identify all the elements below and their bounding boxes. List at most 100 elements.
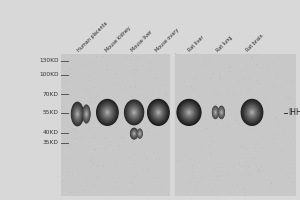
Ellipse shape <box>99 102 116 123</box>
Text: 35KD: 35KD <box>43 140 58 146</box>
Ellipse shape <box>212 107 218 118</box>
Ellipse shape <box>176 99 202 126</box>
Ellipse shape <box>131 129 137 138</box>
Ellipse shape <box>214 110 217 114</box>
Ellipse shape <box>243 102 261 123</box>
Ellipse shape <box>73 105 82 123</box>
Ellipse shape <box>131 109 137 116</box>
Ellipse shape <box>74 108 80 120</box>
Ellipse shape <box>251 112 253 113</box>
Ellipse shape <box>213 108 218 116</box>
Ellipse shape <box>137 129 142 138</box>
Ellipse shape <box>150 103 167 122</box>
Ellipse shape <box>85 110 88 118</box>
Ellipse shape <box>84 109 89 119</box>
Ellipse shape <box>177 99 201 125</box>
Ellipse shape <box>214 111 216 114</box>
Ellipse shape <box>213 108 218 117</box>
Ellipse shape <box>150 102 167 123</box>
Ellipse shape <box>74 108 81 120</box>
Ellipse shape <box>128 105 140 120</box>
Ellipse shape <box>71 102 84 126</box>
Ellipse shape <box>104 108 111 116</box>
Ellipse shape <box>212 107 218 118</box>
Ellipse shape <box>128 104 141 121</box>
Ellipse shape <box>220 110 223 115</box>
Ellipse shape <box>218 106 225 119</box>
Ellipse shape <box>84 108 89 120</box>
Ellipse shape <box>97 99 118 125</box>
Ellipse shape <box>132 130 136 137</box>
Ellipse shape <box>244 102 260 123</box>
Ellipse shape <box>74 107 81 121</box>
Ellipse shape <box>215 112 216 113</box>
Ellipse shape <box>137 128 143 139</box>
Ellipse shape <box>179 102 199 123</box>
Ellipse shape <box>149 101 168 124</box>
Text: IHH: IHH <box>288 108 300 117</box>
Ellipse shape <box>156 109 161 116</box>
Ellipse shape <box>130 128 138 140</box>
Ellipse shape <box>77 113 78 115</box>
Bar <box>61 54 296 196</box>
Ellipse shape <box>220 109 223 116</box>
Ellipse shape <box>125 101 143 123</box>
Ellipse shape <box>129 106 139 119</box>
Ellipse shape <box>103 108 111 117</box>
Ellipse shape <box>137 129 143 139</box>
Ellipse shape <box>218 107 224 118</box>
Ellipse shape <box>100 104 114 121</box>
Ellipse shape <box>246 106 258 119</box>
Ellipse shape <box>97 100 118 125</box>
Ellipse shape <box>180 103 198 122</box>
Ellipse shape <box>76 111 79 117</box>
Ellipse shape <box>132 131 136 136</box>
Ellipse shape <box>213 108 218 117</box>
Ellipse shape <box>152 104 165 121</box>
Ellipse shape <box>213 109 218 116</box>
Ellipse shape <box>218 106 225 119</box>
Ellipse shape <box>249 108 255 116</box>
Ellipse shape <box>215 111 216 113</box>
Ellipse shape <box>82 105 90 123</box>
Ellipse shape <box>153 106 164 119</box>
Ellipse shape <box>179 102 199 123</box>
Ellipse shape <box>249 109 255 116</box>
Ellipse shape <box>138 131 142 136</box>
Ellipse shape <box>138 131 141 136</box>
Text: Mouse kidney: Mouse kidney <box>104 26 132 53</box>
Ellipse shape <box>102 106 112 119</box>
Ellipse shape <box>138 130 142 137</box>
Ellipse shape <box>139 131 141 136</box>
Ellipse shape <box>220 109 223 115</box>
Ellipse shape <box>242 100 262 125</box>
Ellipse shape <box>212 106 219 119</box>
Ellipse shape <box>83 107 89 121</box>
Ellipse shape <box>248 107 256 118</box>
Ellipse shape <box>181 104 197 121</box>
Text: 40KD: 40KD <box>43 130 58 136</box>
Ellipse shape <box>241 99 263 125</box>
Ellipse shape <box>148 99 169 125</box>
Ellipse shape <box>151 104 166 121</box>
Ellipse shape <box>218 107 224 118</box>
Ellipse shape <box>219 108 224 117</box>
Ellipse shape <box>220 110 223 114</box>
Text: Rat liver: Rat liver <box>187 35 205 53</box>
Ellipse shape <box>183 106 195 119</box>
Ellipse shape <box>127 103 142 122</box>
Ellipse shape <box>75 109 80 119</box>
Ellipse shape <box>138 130 142 138</box>
Ellipse shape <box>188 111 190 114</box>
Ellipse shape <box>126 102 142 123</box>
Ellipse shape <box>156 110 161 115</box>
Ellipse shape <box>132 130 136 137</box>
Ellipse shape <box>212 106 219 119</box>
Ellipse shape <box>106 111 109 114</box>
Ellipse shape <box>98 102 116 123</box>
Ellipse shape <box>71 102 84 126</box>
Ellipse shape <box>247 106 257 119</box>
Ellipse shape <box>152 105 165 120</box>
Ellipse shape <box>220 110 223 115</box>
Ellipse shape <box>124 99 144 125</box>
